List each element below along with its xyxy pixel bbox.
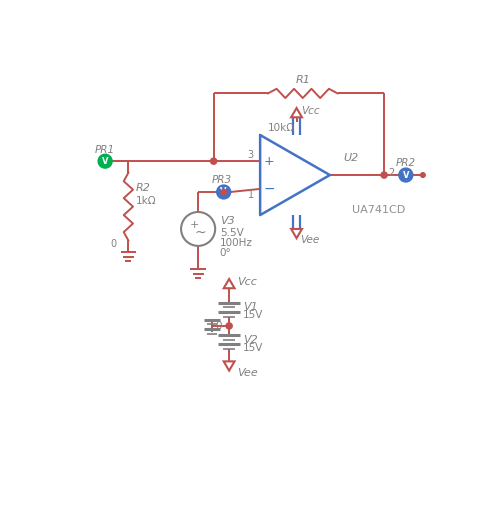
Circle shape bbox=[381, 172, 387, 178]
Text: 5.5V: 5.5V bbox=[220, 228, 244, 238]
Text: R1: R1 bbox=[296, 74, 310, 84]
Text: Vee: Vee bbox=[300, 235, 320, 245]
Text: −: − bbox=[264, 182, 275, 196]
Text: PR3: PR3 bbox=[212, 176, 232, 185]
Text: 0: 0 bbox=[110, 239, 117, 249]
Text: 15V: 15V bbox=[243, 310, 264, 320]
Text: 0: 0 bbox=[215, 321, 222, 331]
Text: Vee: Vee bbox=[237, 368, 258, 378]
Text: R2: R2 bbox=[136, 183, 151, 193]
Text: V: V bbox=[102, 157, 108, 166]
Text: 15V: 15V bbox=[243, 343, 264, 353]
Text: ~: ~ bbox=[194, 226, 206, 240]
Circle shape bbox=[98, 154, 112, 168]
Text: PR1: PR1 bbox=[95, 145, 115, 155]
Text: V2: V2 bbox=[243, 335, 258, 345]
Text: +: + bbox=[190, 220, 199, 230]
Circle shape bbox=[210, 158, 216, 164]
Text: Vcc: Vcc bbox=[237, 277, 257, 287]
Circle shape bbox=[399, 168, 413, 182]
Text: 3: 3 bbox=[248, 150, 254, 160]
Text: PR2: PR2 bbox=[396, 158, 416, 168]
Circle shape bbox=[226, 323, 232, 329]
Text: V1: V1 bbox=[243, 302, 258, 313]
Circle shape bbox=[216, 185, 230, 199]
Text: +: + bbox=[264, 155, 274, 167]
Text: 2: 2 bbox=[388, 168, 394, 179]
Text: V: V bbox=[220, 187, 227, 196]
Text: Vcc: Vcc bbox=[301, 106, 320, 116]
Circle shape bbox=[221, 189, 226, 194]
Text: 1: 1 bbox=[248, 190, 254, 200]
Text: UA741CD: UA741CD bbox=[352, 205, 405, 215]
Text: 10kΩ: 10kΩ bbox=[268, 123, 294, 133]
Text: V3: V3 bbox=[220, 216, 234, 226]
Text: V: V bbox=[402, 171, 409, 180]
Text: 1kΩ: 1kΩ bbox=[136, 196, 157, 206]
Circle shape bbox=[420, 173, 425, 177]
Text: U2: U2 bbox=[344, 153, 359, 163]
Text: 100Hz: 100Hz bbox=[220, 238, 252, 248]
Text: 0°: 0° bbox=[220, 248, 232, 258]
